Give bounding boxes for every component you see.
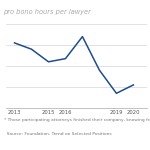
Text: Source: Foundation, Trend on Selected Positions: Source: Foundation, Trend on Selected Po… bbox=[4, 132, 112, 136]
Text: * Those participating attorneys finished their company, knowing from 197 to 400: * Those participating attorneys finished… bbox=[4, 118, 150, 123]
Text: pro bono hours per lawyer: pro bono hours per lawyer bbox=[3, 9, 91, 15]
